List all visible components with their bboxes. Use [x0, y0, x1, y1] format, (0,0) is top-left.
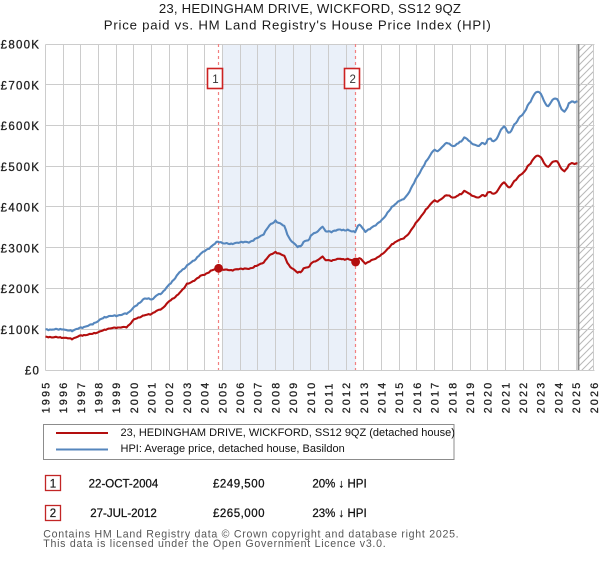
svg-text:22-OCT-2004: 22-OCT-2004 [89, 479, 159, 491]
svg-text:1997: 1997 [76, 381, 88, 414]
svg-text:2025: 2025 [571, 381, 583, 414]
svg-text:£500K: £500K [1, 162, 41, 174]
svg-text:23, HEDINGHAM DRIVE, WICKFORD,: 23, HEDINGHAM DRIVE, WICKFORD, SS12 9QZ … [121, 427, 455, 439]
svg-text:£265,000: £265,000 [213, 508, 265, 520]
svg-text:2016: 2016 [412, 381, 424, 414]
svg-text:£400K: £400K [1, 203, 41, 215]
svg-text:2001: 2001 [147, 381, 159, 414]
svg-text:£200K: £200K [1, 284, 41, 296]
svg-text:2017: 2017 [430, 381, 442, 414]
svg-text:2023: 2023 [536, 381, 548, 414]
svg-text:Price paid vs. HM Land Registr: Price paid vs. HM Land Registry's House … [104, 18, 492, 33]
svg-text:2006: 2006 [235, 381, 247, 414]
svg-text:2024: 2024 [553, 381, 565, 414]
svg-text:20% ↓ HPI: 20% ↓ HPI [312, 479, 366, 491]
svg-text:2015: 2015 [394, 381, 406, 414]
svg-text:2004: 2004 [200, 381, 212, 414]
svg-text:23, HEDINGHAM DRIVE, WICKFORD,: 23, HEDINGHAM DRIVE, WICKFORD, SS12 9QZ [159, 1, 461, 16]
svg-text:1995: 1995 [40, 381, 52, 414]
svg-text:This data is licensed under th: This data is licensed under the Open Gov… [43, 538, 386, 550]
svg-text:£100K: £100K [1, 325, 41, 337]
svg-text:2018: 2018 [447, 381, 459, 414]
svg-text:2020: 2020 [483, 381, 495, 414]
svg-text:2002: 2002 [164, 381, 176, 414]
svg-text:2007: 2007 [253, 381, 265, 414]
svg-text:2: 2 [50, 508, 56, 520]
svg-text:2026: 2026 [589, 381, 600, 414]
svg-text:£249,500: £249,500 [213, 479, 265, 491]
svg-text:Contains HM Land Registry data: Contains HM Land Registry data © Crown c… [43, 529, 459, 541]
svg-text:£300K: £300K [1, 243, 41, 255]
svg-text:2013: 2013 [359, 381, 371, 414]
svg-text:£600K: £600K [1, 121, 41, 133]
svg-text:2011: 2011 [323, 381, 335, 413]
svg-text:2008: 2008 [270, 381, 282, 414]
svg-text:27-JUL-2012: 27-JUL-2012 [90, 508, 156, 520]
svg-text:1: 1 [212, 74, 218, 86]
svg-text:1999: 1999 [111, 381, 123, 414]
svg-text:2000: 2000 [129, 381, 141, 414]
svg-text:2022: 2022 [518, 381, 530, 414]
svg-text:2012: 2012 [341, 381, 353, 414]
svg-text:2: 2 [349, 74, 355, 86]
svg-text:2010: 2010 [306, 381, 318, 414]
svg-text:£800K: £800K [1, 40, 41, 52]
svg-text:2003: 2003 [182, 381, 194, 414]
svg-text:2009: 2009 [288, 381, 300, 414]
svg-text:£700K: £700K [1, 80, 41, 92]
svg-text:2019: 2019 [465, 381, 477, 414]
svg-text:£0: £0 [25, 366, 40, 378]
svg-text:1996: 1996 [58, 381, 70, 414]
svg-text:2014: 2014 [377, 381, 389, 414]
svg-text:1: 1 [50, 479, 56, 491]
svg-text:2005: 2005 [217, 381, 229, 414]
svg-text:HPI: Average price, detached h: HPI: Average price, detached house, Basi… [121, 443, 345, 455]
svg-text:2021: 2021 [500, 381, 512, 414]
svg-text:23% ↓ HPI: 23% ↓ HPI [312, 508, 366, 520]
svg-text:1998: 1998 [94, 381, 106, 414]
